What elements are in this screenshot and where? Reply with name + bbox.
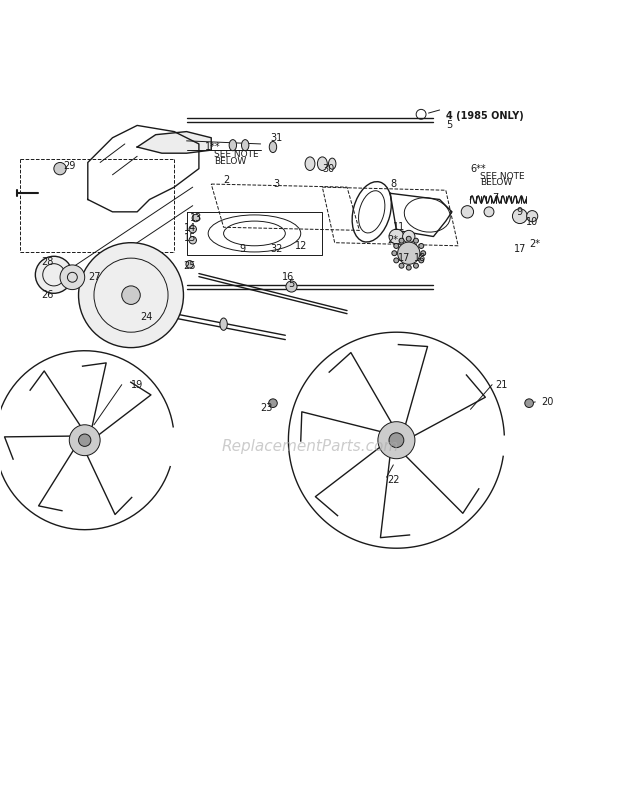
Text: 26: 26 [42,290,54,300]
Text: 19: 19 [131,380,143,390]
Text: 25: 25 [184,261,196,271]
Text: 30: 30 [322,164,335,174]
Text: 9: 9 [239,244,245,254]
Circle shape [414,238,418,243]
Text: 20: 20 [541,397,554,407]
Text: 16: 16 [282,272,294,282]
Text: 21: 21 [495,380,508,390]
Circle shape [394,244,399,249]
Circle shape [79,243,184,348]
Text: BELOW: BELOW [215,156,247,166]
Text: 12: 12 [294,241,307,251]
Text: 5: 5 [446,121,452,130]
Circle shape [392,251,397,256]
Circle shape [418,244,423,249]
Circle shape [268,399,277,407]
Circle shape [402,230,415,243]
Circle shape [399,264,404,268]
Text: 24: 24 [140,312,153,322]
Ellipse shape [220,318,228,330]
Circle shape [122,286,140,304]
Text: SEE NOTE: SEE NOTE [215,150,259,159]
Text: 2*: 2* [529,239,540,249]
Text: 6**: 6** [471,164,486,174]
Circle shape [378,422,415,459]
Text: 3: 3 [273,179,279,189]
Text: 28: 28 [42,257,54,268]
Text: 9: 9 [516,206,523,217]
Text: 15: 15 [184,233,196,244]
Circle shape [186,260,193,268]
Text: 7: 7 [492,193,498,203]
Circle shape [389,229,404,244]
Ellipse shape [229,140,237,151]
Ellipse shape [269,141,277,152]
Text: 5: 5 [288,279,294,289]
Circle shape [69,425,100,456]
Polygon shape [137,132,211,153]
Text: ReplacementParts.com: ReplacementParts.com [221,439,399,454]
Text: 8: 8 [390,179,396,189]
Circle shape [421,251,426,256]
Text: BELOW: BELOW [480,179,512,187]
Text: 17: 17 [398,252,410,263]
Ellipse shape [317,157,327,171]
Circle shape [399,238,404,243]
Circle shape [286,281,297,292]
Text: 4 (1985 ONLY): 4 (1985 ONLY) [446,111,523,121]
Circle shape [389,433,404,448]
Circle shape [189,225,197,233]
Circle shape [79,434,91,446]
Circle shape [406,265,411,270]
Text: 23: 23 [260,403,273,413]
Circle shape [406,237,411,241]
Text: 1**: 1** [205,142,221,152]
Text: SEE NOTE: SEE NOTE [480,172,525,180]
Text: 22: 22 [387,476,400,485]
Circle shape [525,399,533,407]
Ellipse shape [329,158,336,169]
Circle shape [189,237,197,244]
Circle shape [394,258,399,263]
Circle shape [526,210,538,222]
Circle shape [461,206,474,218]
Text: 10: 10 [526,218,538,227]
Ellipse shape [305,157,315,171]
Circle shape [397,242,420,264]
Circle shape [414,264,418,268]
Text: 13: 13 [190,213,202,223]
Text: 11: 11 [393,222,405,233]
Text: 18: 18 [414,252,426,263]
Text: 31: 31 [270,133,282,143]
Circle shape [513,209,527,224]
Text: 32: 32 [270,244,282,254]
Text: 17: 17 [514,244,526,254]
Text: 2: 2 [224,175,230,185]
Circle shape [484,207,494,217]
Circle shape [60,265,85,290]
Text: 2*: 2* [387,234,398,245]
Circle shape [418,258,423,263]
Text: 14: 14 [184,223,196,233]
Circle shape [54,163,66,175]
Text: 29: 29 [63,160,76,171]
Circle shape [35,256,73,293]
Ellipse shape [241,140,249,151]
Circle shape [192,214,200,222]
Text: 27: 27 [88,272,100,282]
